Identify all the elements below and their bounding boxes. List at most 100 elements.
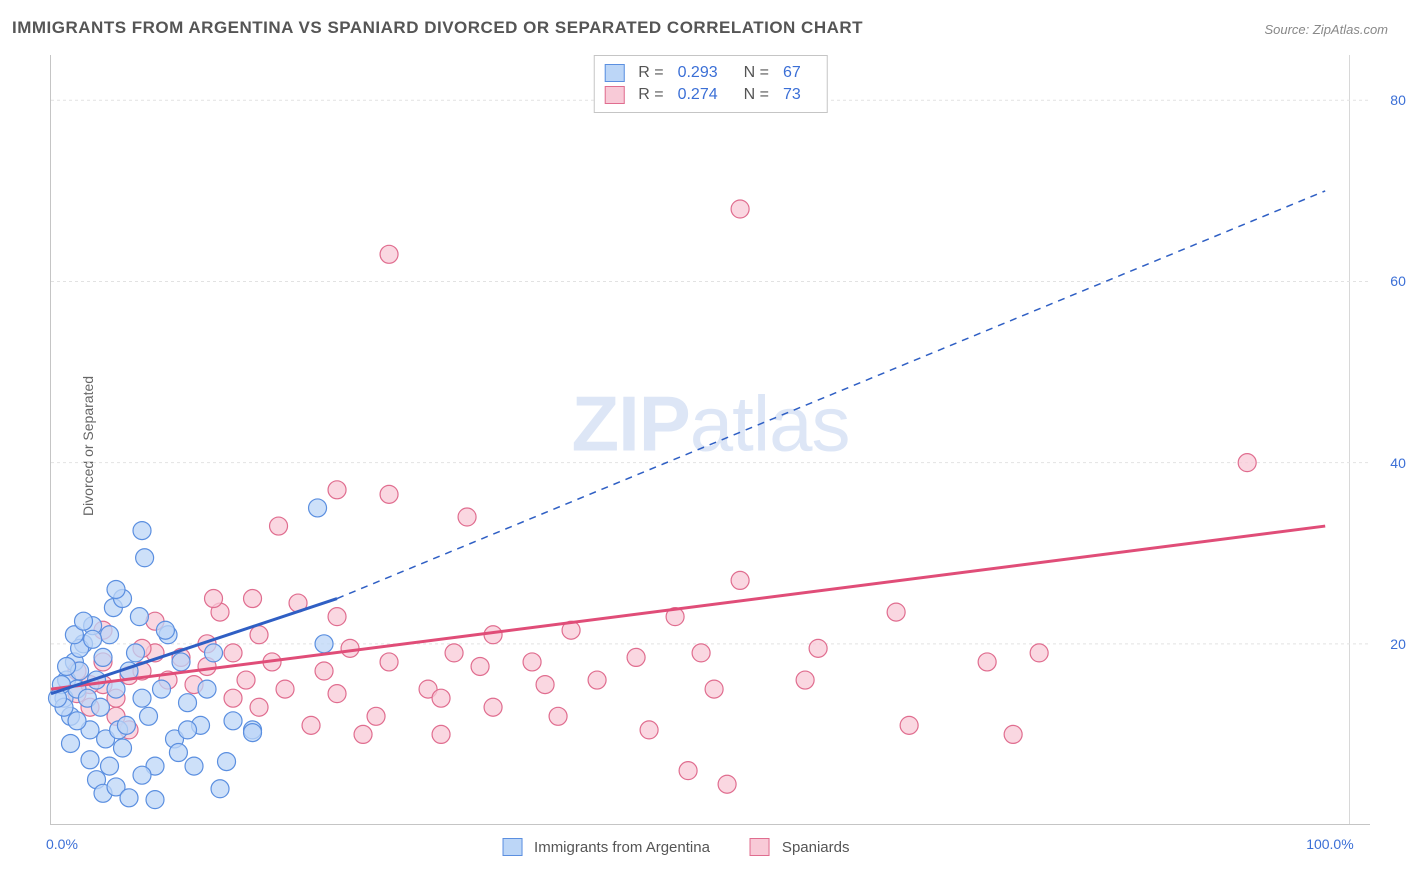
legend-swatch-spaniards	[750, 838, 770, 856]
n-label: N =	[744, 64, 769, 82]
scatter-point	[367, 707, 385, 725]
scatter-point	[130, 608, 148, 626]
scatter-point	[380, 485, 398, 503]
scatter-point	[185, 757, 203, 775]
bottom-legend: Immigrants from Argentina Spaniards	[502, 838, 849, 856]
scatter-point	[900, 716, 918, 734]
scatter-point	[140, 707, 158, 725]
scatter-point	[91, 698, 109, 716]
scatter-point	[58, 657, 76, 675]
scatter-point	[244, 590, 262, 608]
scatter-point	[136, 549, 154, 567]
scatter-point	[549, 707, 567, 725]
scatter-point	[731, 571, 749, 589]
n-label: N =	[744, 86, 769, 104]
scatter-point	[1030, 644, 1048, 662]
scatter-point	[114, 739, 132, 757]
scatter-point	[809, 639, 827, 657]
scatter-point	[179, 694, 197, 712]
x-tick-label: 100.0%	[1306, 836, 1353, 852]
chart-svg	[51, 55, 1370, 824]
trend-line-dashed	[337, 191, 1325, 599]
scatter-point	[705, 680, 723, 698]
stats-row-spaniards: R = 0.274 N = 73	[604, 84, 817, 106]
scatter-point	[117, 716, 135, 734]
scatter-point	[179, 721, 197, 739]
scatter-point	[315, 635, 333, 653]
scatter-point	[315, 662, 333, 680]
scatter-point	[536, 676, 554, 694]
scatter-point	[328, 481, 346, 499]
scatter-point	[244, 724, 262, 742]
scatter-point	[205, 590, 223, 608]
scatter-point	[692, 644, 710, 662]
scatter-point	[169, 744, 187, 762]
scatter-point	[1238, 454, 1256, 472]
scatter-point	[328, 608, 346, 626]
scatter-point	[101, 757, 119, 775]
scatter-point	[75, 612, 93, 630]
y-tick-label: 80.0%	[1390, 92, 1406, 108]
scatter-point	[172, 653, 190, 671]
scatter-point	[62, 734, 80, 752]
trend-line	[51, 526, 1325, 689]
scatter-point	[640, 721, 658, 739]
scatter-point	[250, 698, 268, 716]
scatter-point	[432, 689, 450, 707]
scatter-point	[302, 716, 320, 734]
legend-item-argentina: Immigrants from Argentina	[502, 838, 710, 856]
scatter-point	[471, 657, 489, 675]
scatter-point	[205, 644, 223, 662]
swatch-argentina	[604, 64, 624, 82]
scatter-point	[627, 648, 645, 666]
x-tick-label: 0.0%	[46, 836, 78, 852]
scatter-point	[523, 653, 541, 671]
n-value-spaniards: 73	[783, 86, 801, 104]
scatter-point	[328, 685, 346, 703]
scatter-point	[380, 653, 398, 671]
stats-legend: R = 0.293 N = 67 R = 0.274 N = 73	[593, 55, 828, 113]
plot-area: ZIPatlas 20.0%40.0%60.0%80.0% 0.0%100.0%…	[50, 55, 1370, 825]
scatter-point	[588, 671, 606, 689]
r-label: R =	[638, 64, 663, 82]
scatter-point	[133, 689, 151, 707]
scatter-point	[887, 603, 905, 621]
scatter-point	[718, 775, 736, 793]
scatter-point	[1004, 725, 1022, 743]
scatter-point	[224, 689, 242, 707]
chart-title: IMMIGRANTS FROM ARGENTINA VS SPANIARD DI…	[12, 18, 863, 38]
scatter-point	[224, 712, 242, 730]
scatter-point	[237, 671, 255, 689]
legend-item-spaniards: Spaniards	[750, 838, 850, 856]
scatter-point	[107, 580, 125, 598]
scatter-point	[679, 762, 697, 780]
scatter-point	[156, 621, 174, 639]
y-tick-label: 20.0%	[1390, 636, 1406, 652]
r-label: R =	[638, 86, 663, 104]
n-value-argentina: 67	[783, 64, 801, 82]
scatter-point	[484, 698, 502, 716]
scatter-point	[84, 630, 102, 648]
scatter-point	[354, 725, 372, 743]
r-value-spaniards: 0.274	[678, 86, 718, 104]
r-value-argentina: 0.293	[678, 64, 718, 82]
scatter-point	[127, 644, 145, 662]
scatter-point	[94, 648, 112, 666]
y-tick-label: 60.0%	[1390, 273, 1406, 289]
legend-label-argentina: Immigrants from Argentina	[534, 839, 710, 856]
scatter-point	[731, 200, 749, 218]
scatter-point	[153, 680, 171, 698]
scatter-point	[978, 653, 996, 671]
scatter-point	[211, 780, 229, 798]
scatter-point	[198, 680, 216, 698]
scatter-point	[796, 671, 814, 689]
scatter-point	[146, 791, 164, 809]
scatter-point	[276, 680, 294, 698]
scatter-point	[133, 522, 151, 540]
scatter-point	[458, 508, 476, 526]
scatter-point	[120, 789, 138, 807]
scatter-point	[380, 245, 398, 263]
legend-label-spaniards: Spaniards	[782, 839, 850, 856]
scatter-point	[224, 644, 242, 662]
scatter-point	[250, 626, 268, 644]
